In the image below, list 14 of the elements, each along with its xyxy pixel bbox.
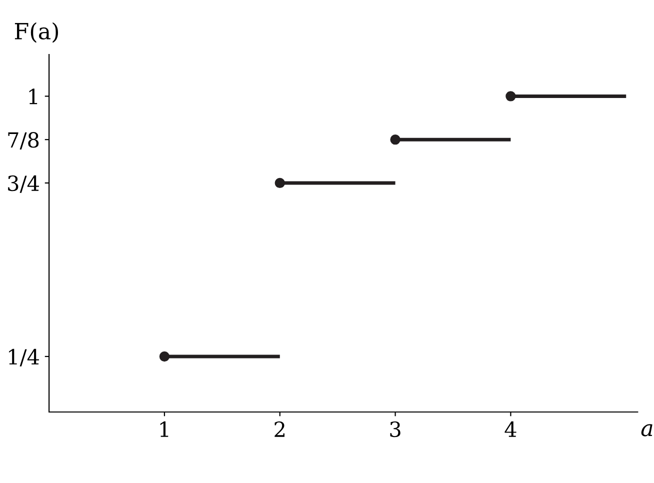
y-axis-title: F(a) bbox=[14, 22, 58, 43]
x-tick-label: 3 bbox=[390, 421, 400, 438]
y-tick-label: 3/4 bbox=[8, 175, 39, 193]
y-tick-label: 1/4 bbox=[9, 348, 39, 366]
y-tick-label: 7/8 bbox=[8, 132, 39, 150]
x-tick-label: 4 bbox=[504, 421, 516, 437]
y-tick-label: 1 bbox=[29, 88, 38, 104]
point bbox=[274, 178, 285, 188]
point bbox=[506, 91, 516, 102]
point bbox=[390, 134, 400, 145]
x-tick-label: 1 bbox=[160, 421, 168, 437]
x-axis-title: a bbox=[641, 424, 652, 436]
point bbox=[159, 351, 170, 362]
x-tick-label: 2 bbox=[274, 421, 284, 437]
